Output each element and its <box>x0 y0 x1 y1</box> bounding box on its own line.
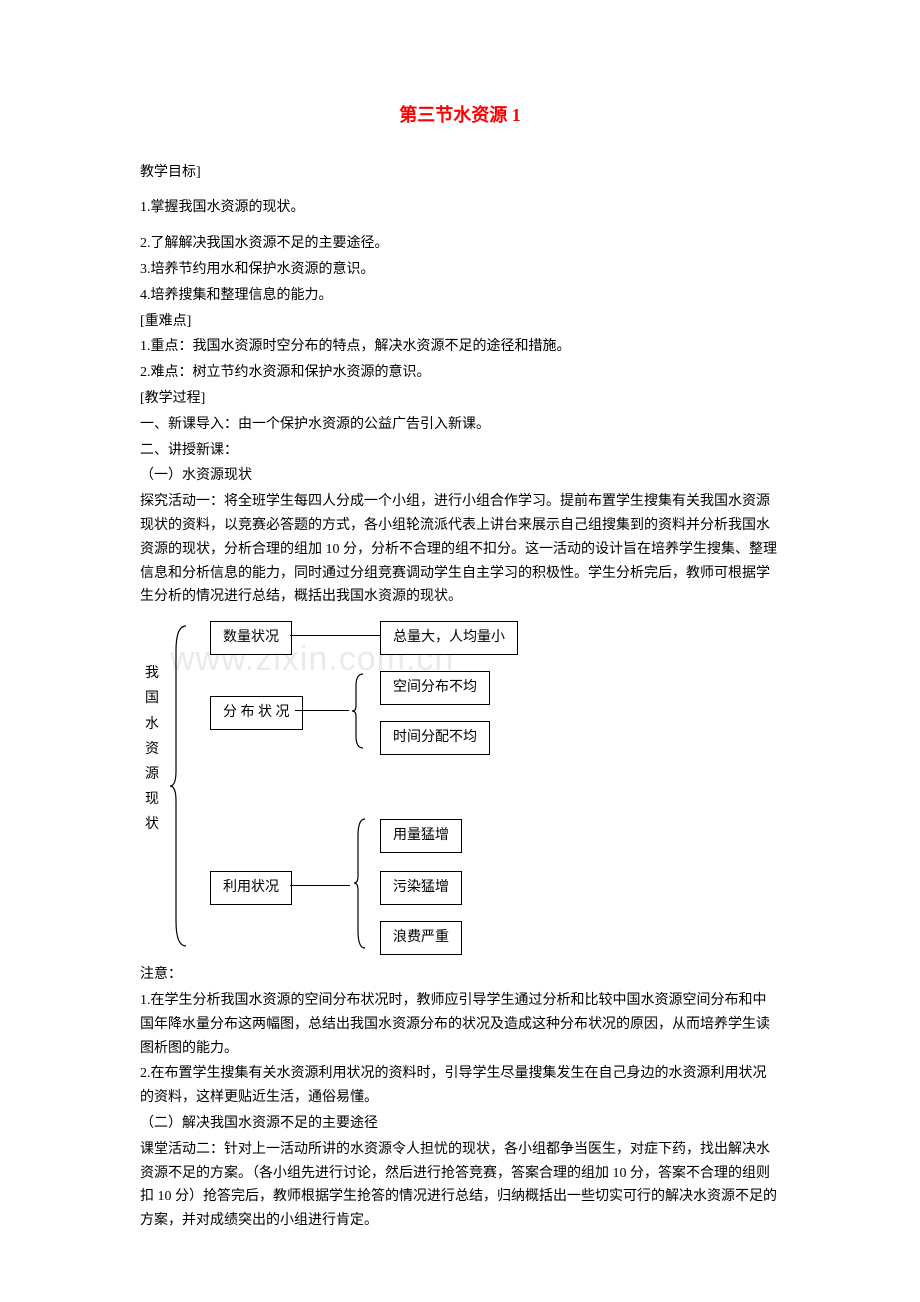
box-usage-increase: 用量猛增 <box>380 819 462 853</box>
box-time-uneven: 时间分配不均 <box>380 721 490 755</box>
connector-line <box>290 635 380 636</box>
process-4: （二）解决我国水资源不足的主要途径 <box>140 1112 780 1136</box>
process-2: 二、讲授新课： <box>140 439 780 463</box>
diagram-vertical-label: 我国水资源现状 <box>145 661 161 837</box>
objective-4: 4.培养搜集和整理信息的能力。 <box>140 284 780 308</box>
process-3: （一）水资源现状 <box>140 464 780 488</box>
small-brace-icon <box>350 671 365 751</box>
note-header: 注意： <box>140 963 780 987</box>
difficulty-header: [重难点] <box>140 310 780 334</box>
process-1: 一、新课导入：由一个保护水资源的公益广告引入新课。 <box>140 413 780 437</box>
difficulty-1: 1.重点：我国水资源时空分布的特点，解决水资源不足的途径和措施。 <box>140 335 780 359</box>
activity-1: 探究活动一：将全班学生每四人分成一个小组，进行小组合作学习。提前布置学生搜集有关… <box>140 490 780 609</box>
box-total-large: 总量大，人均量小 <box>380 621 518 655</box>
connector-line <box>290 885 350 886</box>
objectives-header: 教学目标] <box>140 161 780 185</box>
difficulty-2: 2.难点：树立节约水资源和保护水资源的意识。 <box>140 361 780 385</box>
objective-2: 2.了解解决我国水资源不足的主要途径。 <box>140 232 780 256</box>
box-distribution: 分 布 状 况 <box>210 696 303 730</box>
box-usage: 利用状况 <box>210 871 292 905</box>
objective-3: 3.培养节约用水和保护水资源的意识。 <box>140 258 780 282</box>
note-2: 2.在布置学生搜集有关水资源利用状况的资料时，引导学生尽量搜集发生在自己身边的水… <box>140 1062 780 1110</box>
connector-line <box>295 710 349 711</box>
big-brace-icon <box>168 621 188 951</box>
box-quantity: 数量状况 <box>210 621 292 655</box>
water-resource-diagram: www.zixin.com.cn 我国水资源现状 数量状况 分 布 状 况 利用… <box>140 621 780 951</box>
activity-2: 课堂活动二：针对上一活动所讲的水资源令人担忧的现状，各小组都争当医生，对症下药，… <box>140 1138 780 1233</box>
process-header: [教学过程] <box>140 387 780 411</box>
box-pollution-increase: 污染猛增 <box>380 871 462 905</box>
small-brace-icon <box>352 816 367 951</box>
objective-1: 1.掌握我国水资源的现状。 <box>140 196 780 220</box>
box-waste-serious: 浪费严重 <box>380 921 462 955</box>
box-space-uneven: 空间分布不均 <box>380 671 490 705</box>
document-title: 第三节水资源 1 <box>140 100 780 131</box>
note-1: 1.在学生分析我国水资源的空间分布状况时，教师应引导学生通过分析和比较中国水资源… <box>140 989 780 1060</box>
